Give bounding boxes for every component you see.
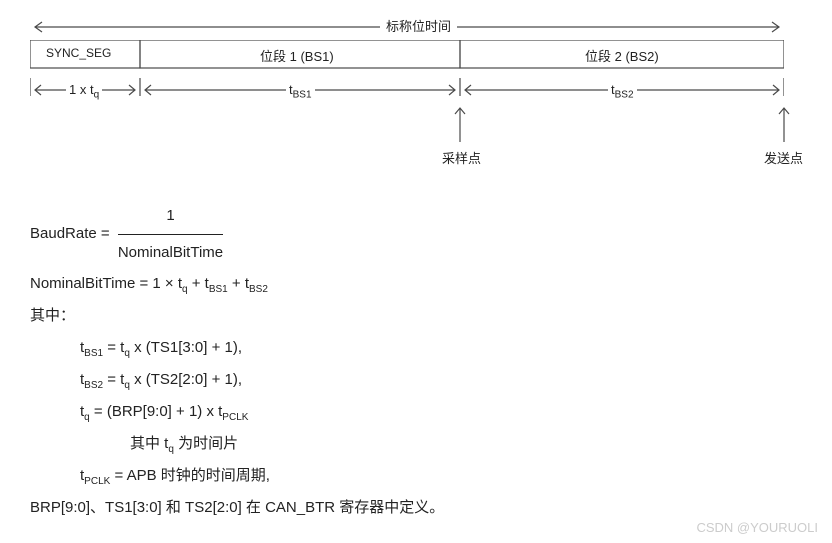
tpclk-formula: tPCLK = APB 时钟的时间周期, <box>30 460 802 492</box>
where-label: 其中： <box>30 300 802 332</box>
tq-note: 其中 tq 为时间片 <box>30 428 802 460</box>
send-point-label: 发送点 <box>764 148 803 167</box>
nominal-bit-time-formula: NominalBitTime = 1 × tq + tBS1 + tBS2 <box>30 268 802 300</box>
timing-diagram: 标称位时间 SYNC_SEG 位段 1 (BS1) 位段 2 (BS2) 1 x… <box>30 20 802 190</box>
formula-block: BaudRate = 1 NominalBitTime NominalBitTi… <box>30 200 802 523</box>
baudrate-formula: BaudRate = 1 NominalBitTime <box>30 200 802 268</box>
sync-seg-label: SYNC_SEG <box>46 46 111 60</box>
nominal-bit-time-label: 标称位时间 <box>380 16 457 35</box>
watermark: CSDN @YOURUOLI <box>696 520 818 535</box>
tq-dimension: 1 x tq <box>66 82 102 101</box>
register-definition: BRP[9:0]、TS1[3:0] 和 TS2[2:0] 在 CAN_BTR 寄… <box>30 492 802 524</box>
tbs2-dimension: tBS2 <box>608 82 637 101</box>
bs2-label: 位段 2 (BS2) <box>585 46 659 65</box>
tbs1-formula: tBS1 = tq x (TS1[3:0] + 1), <box>30 332 802 364</box>
sample-point-label: 采样点 <box>442 148 481 167</box>
tq-formula: tq = (BRP[9:0] + 1) x tPCLK <box>30 396 802 428</box>
tbs1-dimension: tBS1 <box>286 82 315 101</box>
tbs2-formula: tBS2 = tq x (TS2[2:0] + 1), <box>30 364 802 396</box>
bs1-label: 位段 1 (BS1) <box>260 46 334 65</box>
